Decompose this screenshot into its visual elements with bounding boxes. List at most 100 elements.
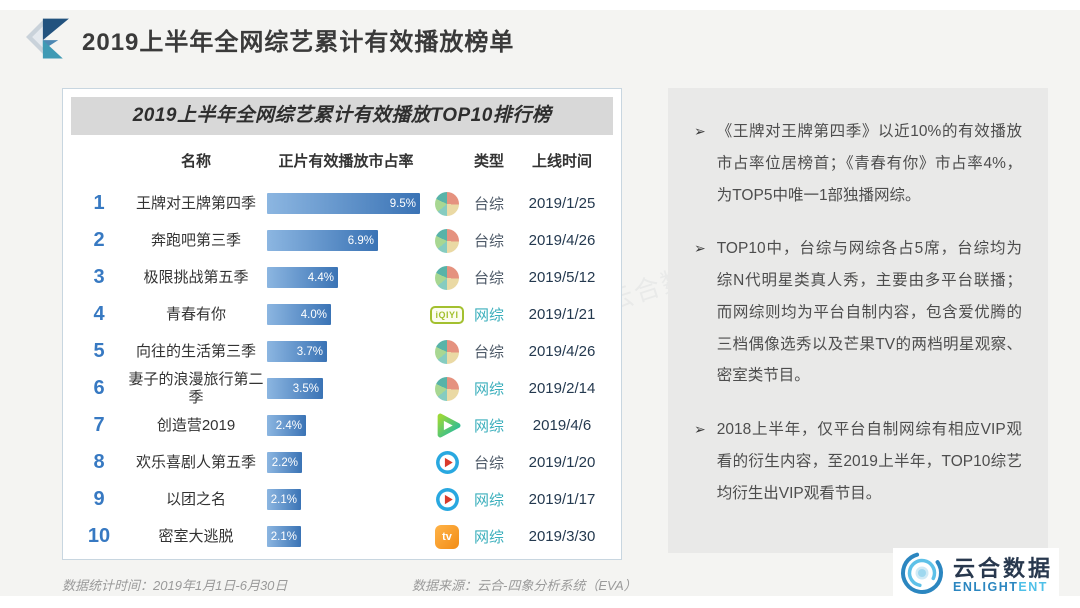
show-name: 妻子的浪漫旅行第二季 [128,371,264,406]
share-bar-cell: 2.4% [265,415,427,436]
share-value: 3.7% [296,345,323,358]
brand-chevron-icon [26,14,72,65]
show-name: 密室大逃脱 [158,527,234,545]
online-date: 2019/1/17 [528,491,596,508]
insights-panel: ➢ 《王牌对王牌第四季》以近10%的有效播放市占率位居榜首；《青春有你》市占率4%… [668,88,1048,553]
bullet-arrow-icon: ➢ [694,240,706,257]
share-value: 3.5% [292,382,319,395]
show-type: 网综 [473,307,504,324]
share-bar: 3.5% [267,378,323,399]
insight-item: ➢ 2018上半年，仅平台自制网综有相应VIP观看的衍生内容，至2019上半年，T… [694,414,1022,509]
show-type: 台综 [473,270,504,287]
insight-item: ➢ TOP10中，台综与网综各占5席，台综均为综N代明星类真人秀，主要由多平台联播… [694,233,1022,392]
share-bar-cell: 2.2% [265,452,427,473]
show-name: 欢乐喜剧人第五季 [135,453,256,471]
show-type: 网综 [473,381,504,398]
column-header-row: 名称 正片有效播放市占率 类型 上线时间 [71,135,613,185]
rank-number: 9 [93,488,105,510]
show-type: 台综 [473,233,504,250]
table-row: 7 创造营2019 2.4% 网综 2019/4/6 [71,407,613,444]
show-type: 台综 [473,455,504,472]
insight-text: 2018上半年，仅平台自制网综有相应VIP观看的衍生内容，至2019上半年，TO… [716,421,1022,502]
mango-tv-icon: tv [427,524,467,549]
share-value: 2.4% [275,419,302,432]
tencent-video-icon [427,412,467,439]
iqiyi-icon: iQIYI [427,305,467,324]
share-value: 4.4% [307,271,334,284]
share-bar: 9.5% [267,193,420,214]
share-bar-cell: 4.4% [265,267,427,288]
share-value: 2.1% [270,493,297,506]
online-date: 2019/5/12 [528,269,596,286]
youku-icon [427,450,467,475]
table-row: 10 密室大逃脱 2.1% tv 网综 2019/3/30 [71,518,613,555]
insight-item: ➢ 《王牌对王牌第四季》以近10%的有效播放市占率位居榜首；《青春有你》市占率4%… [694,116,1022,211]
share-value: 2.1% [270,530,297,543]
rank-number: 6 [93,377,105,399]
page-title: 2019上半年全网综艺累计有效播放榜单 [82,29,515,56]
multi-platform-pie-icon [427,339,467,364]
enlightent-swirl-icon [899,550,945,601]
table-row: 2 奔跑吧第三季 6.9% 台综 2019/4/26 [71,222,613,259]
show-type: 网综 [473,418,504,435]
share-bar: 6.9% [267,230,378,251]
show-name: 青春有你 [165,305,226,323]
online-date: 2019/3/30 [528,528,596,545]
share-bar: 4.4% [267,267,338,288]
online-date: 2019/4/6 [532,417,592,434]
show-type: 台综 [473,344,504,361]
share-bar-cell: 2.1% [265,526,427,547]
share-bar-cell: 9.5% [265,193,427,214]
share-bar-cell: 4.0% [265,304,427,325]
online-date: 2019/4/26 [528,343,596,360]
ranking-rows: 1 王牌对王牌第四季 9.5% 台综 2019/1/25 2 奔跑吧第三季 6.9% 台综 201… [71,185,613,555]
insight-text: TOP10中，台综与网综各占5席，台综均为综N代明星类真人秀，主要由多平台联播；… [716,240,1022,385]
table-row: 5 向往的生活第三季 3.7% 台综 2019/4/26 [71,333,613,370]
ranking-card: 2019上半年全网综艺累计有效播放TOP10排行榜 名称 正片有效播放市占率 类… [62,88,622,560]
rank-number: 8 [93,451,105,473]
table-row: 1 王牌对王牌第四季 9.5% 台综 2019/1/25 [71,185,613,222]
youku-icon [427,487,467,512]
ranking-card-title: 2019上半年全网综艺累计有效播放TOP10排行榜 [71,97,613,135]
enlightent-logo: 云合数据 ENLIGHTENT [893,548,1060,603]
rank-number: 10 [87,525,111,547]
share-value: 6.9% [347,234,374,247]
show-type: 网综 [473,492,504,509]
logo-texts: 云合数据 ENLIGHTENT [953,555,1054,595]
logo-en-text: ENLIGHTENT [953,579,1048,594]
share-value: 9.5% [389,197,416,210]
insight-text: 《王牌对王牌第四季》以近10%的有效播放市占率位居榜首；《青春有你》市占率4%，… [716,123,1022,204]
share-value: 2.2% [271,456,298,469]
stat-time-note: 数据统计时间：2019年1月1日-6月30日 [62,578,288,593]
share-bar-cell: 3.5% [265,378,427,399]
share-bar: 2.1% [267,489,301,510]
rank-number: 5 [93,340,105,362]
table-row: 8 欢乐喜剧人第五季 2.2% 台综 2019/1/20 [71,444,613,481]
share-bar: 4.0% [267,304,331,325]
show-name: 创造营2019 [156,416,236,434]
share-bar: 2.2% [267,452,302,473]
online-date: 2019/1/20 [528,454,596,471]
show-name: 向往的生活第三季 [135,342,256,360]
logo-cn-text: 云合数据 [953,555,1054,581]
column-header-share: 正片有效播放市占率 [278,152,414,170]
multi-platform-pie-icon [427,191,467,216]
rank-number: 4 [93,303,105,325]
table-row: 4 青春有你 4.0% iQIYI 网综 2019/1/21 [71,296,613,333]
column-header-date: 上线时间 [531,152,592,170]
table-row: 3 极限挑战第五季 4.4% 台综 2019/5/12 [71,259,613,296]
bullet-arrow-icon: ➢ [694,421,706,438]
show-name: 以团之名 [165,490,226,508]
multi-platform-pie-icon [427,376,467,401]
table-row: 9 以团之名 2.1% 网综 2019/1/17 [71,481,613,518]
share-bar: 2.4% [267,415,306,436]
share-bar: 2.1% [267,526,301,547]
multi-platform-pie-icon [427,228,467,253]
online-date: 2019/1/25 [528,195,596,212]
online-date: 2019/1/21 [528,306,596,323]
show-name: 奔跑吧第三季 [150,231,241,249]
share-bar-cell: 6.9% [265,230,427,251]
column-header-name: 名称 [180,152,211,170]
share-bar-cell: 3.7% [265,341,427,362]
